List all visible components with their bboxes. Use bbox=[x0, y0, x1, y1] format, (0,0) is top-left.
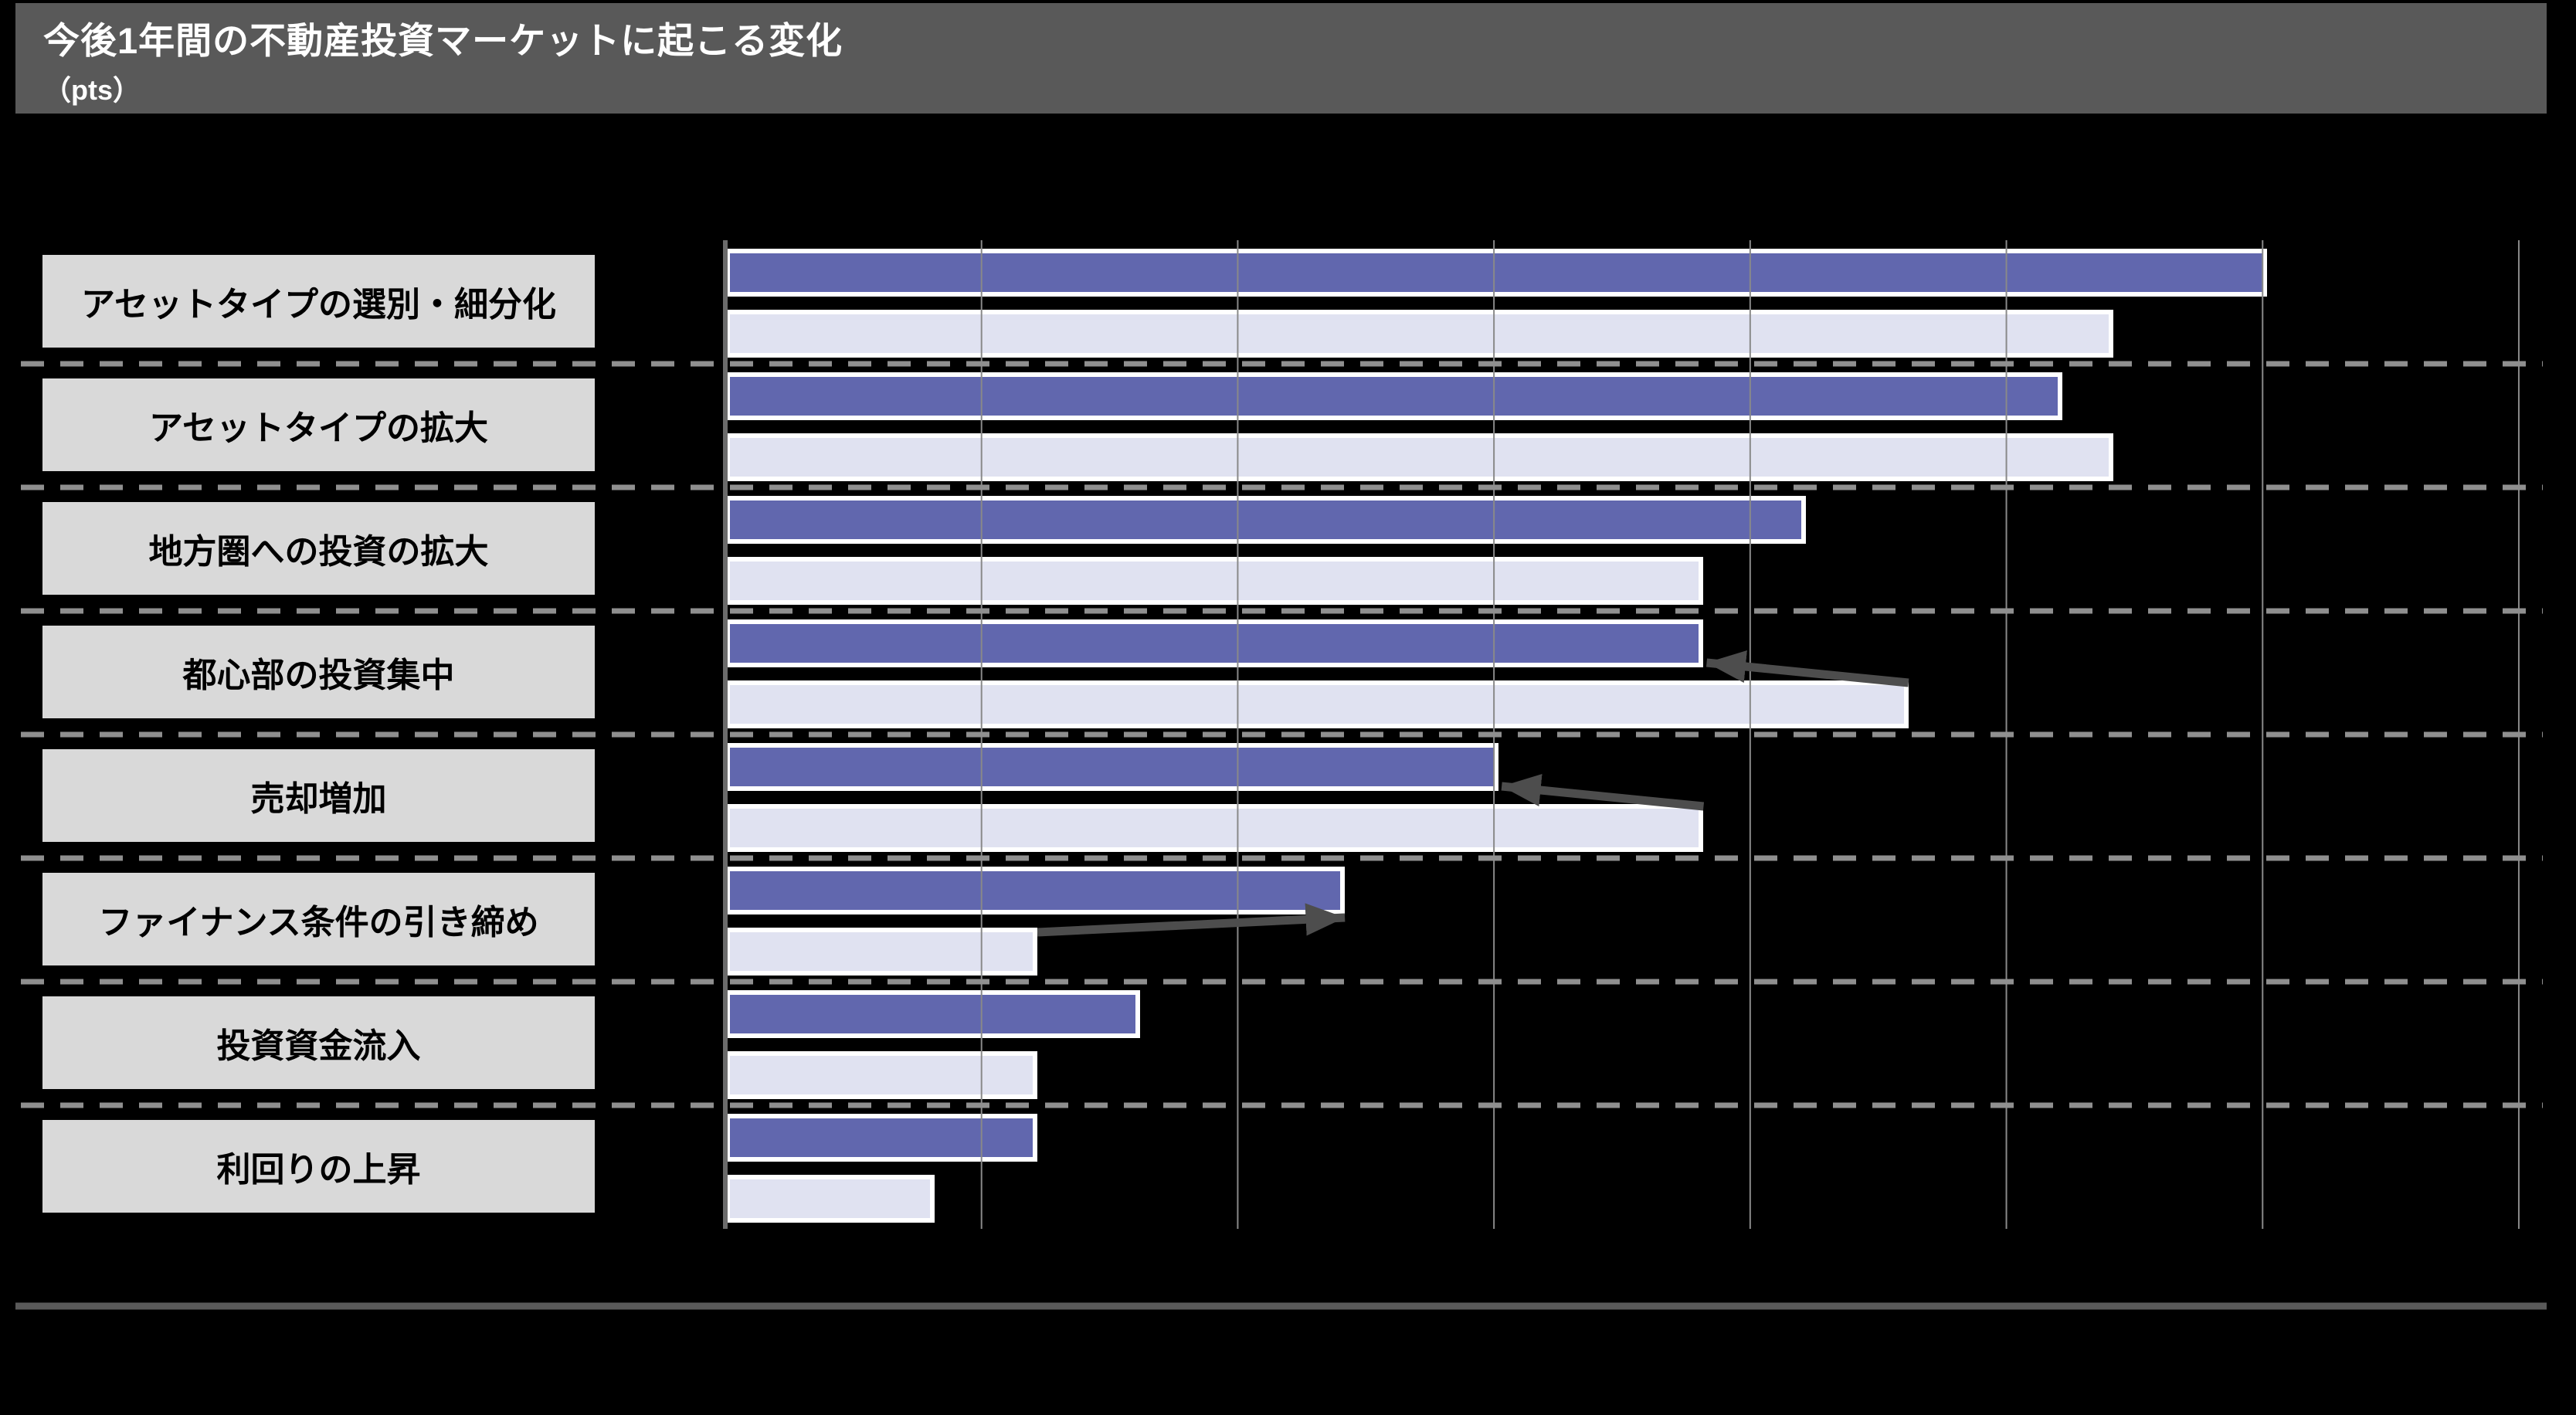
light-bar bbox=[725, 310, 2114, 358]
dark-bar bbox=[725, 496, 1807, 544]
light-bar bbox=[725, 433, 2114, 481]
category-label: 利回りの上昇 bbox=[42, 1120, 595, 1213]
light-bar bbox=[725, 1175, 935, 1223]
chart-unit-label: （pts） bbox=[43, 74, 141, 106]
light-bar bbox=[725, 680, 1909, 728]
chart-title: 今後1年間の不動産投資マーケットに起こる変化 bbox=[43, 20, 843, 61]
dark-bar bbox=[725, 249, 2268, 297]
dark-bar bbox=[725, 1114, 1038, 1162]
category-label: アセットタイプの選別・細分化 bbox=[42, 255, 595, 348]
category-label: 都心部の投資集中 bbox=[42, 626, 595, 718]
category-label: 投資資金流入 bbox=[42, 996, 595, 1089]
light-bar bbox=[725, 804, 1704, 852]
dark-bar bbox=[725, 990, 1140, 1038]
light-bar bbox=[725, 928, 1038, 976]
chart-header-band: 今後1年間の不動産投資マーケットに起こる変化 （pts） bbox=[15, 3, 2547, 114]
dark-bar bbox=[725, 372, 2062, 420]
change-arrow bbox=[1037, 903, 1346, 937]
category-label: ファイナンス条件の引き締め bbox=[42, 873, 595, 965]
dark-bar bbox=[725, 619, 1704, 667]
dark-bar bbox=[725, 743, 1499, 791]
light-bar bbox=[725, 557, 1704, 605]
category-label: 地方圏への投資の拡大 bbox=[42, 502, 595, 595]
light-bar bbox=[725, 1051, 1038, 1099]
dark-bar bbox=[725, 867, 1346, 914]
category-label: 売却増加 bbox=[42, 749, 595, 842]
category-label: アセットタイプの拡大 bbox=[42, 378, 595, 471]
